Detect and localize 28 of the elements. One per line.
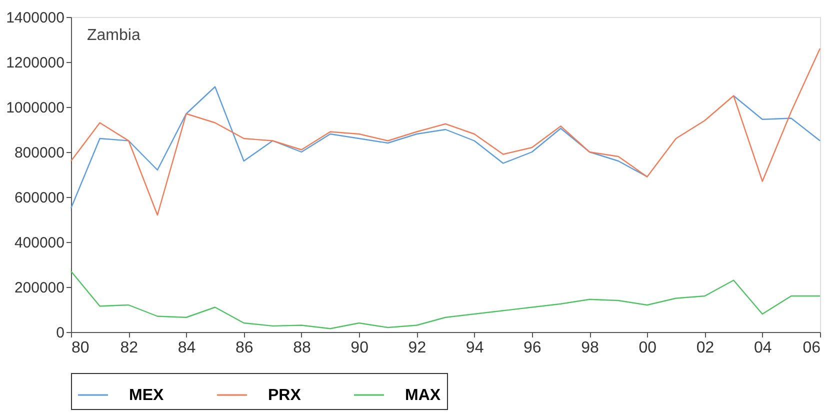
y-tick-label: 1000000 [6,100,64,116]
legend-label: MEX [129,387,164,404]
text: Zambia [87,27,140,44]
x-tick-label: 84 [178,340,196,356]
x-tick-label: 86 [235,340,254,356]
x-tick-label: 04 [754,340,772,356]
y-tick-label: 600000 [14,190,64,206]
x-tick-label: 98 [581,340,600,356]
y-tick-label: 400000 [14,234,64,252]
y-tick-label: 200000 [14,280,64,296]
x-tick-label: 90 [350,340,369,356]
x-tick-label: 82 [120,340,138,356]
legend-label: MAX [405,387,441,404]
y-tick-label: 800000 [14,144,64,162]
x-tick-label: 92 [408,340,426,356]
x-tick-label: 94 [466,340,484,356]
x-tick-label: 00 [638,340,657,356]
line-series [70,48,821,216]
y-tick-label: 0 [56,324,64,342]
y-tick-label: 1200000 [6,54,64,72]
x-tick-label: 80 [72,340,90,356]
y-tick-label: 1400000 [6,10,64,26]
x-tick-label: 88 [293,340,311,356]
line-series [70,270,821,330]
legend-label: PRX [268,387,302,404]
x-tick-label: 06 [802,340,821,356]
x-tick-label: 96 [524,340,542,356]
x-tick-label: 02 [696,340,714,356]
